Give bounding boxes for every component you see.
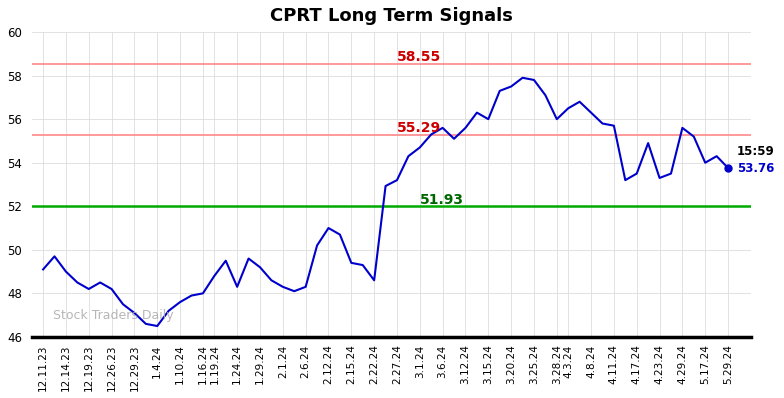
Text: Stock Traders Daily: Stock Traders Daily [53,308,174,322]
Text: 58.55: 58.55 [397,50,441,64]
Text: 53.76: 53.76 [737,162,775,175]
Text: 15:59: 15:59 [737,145,775,158]
Title: CPRT Long Term Signals: CPRT Long Term Signals [270,7,513,25]
Text: 55.29: 55.29 [397,121,441,135]
Text: 51.93: 51.93 [419,193,464,207]
